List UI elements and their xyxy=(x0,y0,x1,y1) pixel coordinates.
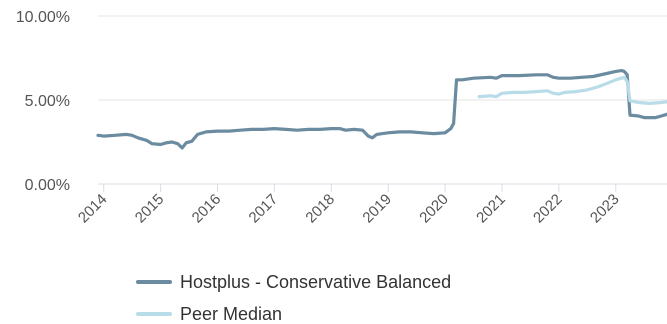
x-tick-label: 2016 xyxy=(189,191,225,227)
x-tick-label: 2018 xyxy=(302,191,338,227)
axis-layer: 0.00% 5.00% 10.00% 2014 2015 2016 2017 2018 2019… xyxy=(16,9,667,226)
x-tick-label: 2019 xyxy=(359,191,395,227)
y-tick-label: 10.00% xyxy=(16,9,70,26)
x-tick-label: 2014 xyxy=(75,191,111,227)
x-tick-label: 2017 xyxy=(246,191,282,227)
x-tick-label: 2023 xyxy=(587,191,623,227)
x-tick-label: 2015 xyxy=(132,191,168,227)
y-tick-label: 0.00% xyxy=(25,177,70,194)
series-line-1 xyxy=(477,75,667,105)
legend-label-0: Hostplus - Conservative Balanced xyxy=(180,272,451,292)
series-layer xyxy=(96,69,667,150)
x-tick-label: 2020 xyxy=(416,191,452,227)
legend-label-1: Peer Median xyxy=(180,304,282,324)
legend: Hostplus - Conservative Balanced Peer Med… xyxy=(136,272,451,324)
y-tick-label: 5.00% xyxy=(25,93,70,110)
x-tick-label: 2022 xyxy=(530,191,566,227)
series-line-0 xyxy=(96,69,667,150)
grid-layer xyxy=(98,15,667,101)
x-tick-label: 2021 xyxy=(473,191,509,227)
